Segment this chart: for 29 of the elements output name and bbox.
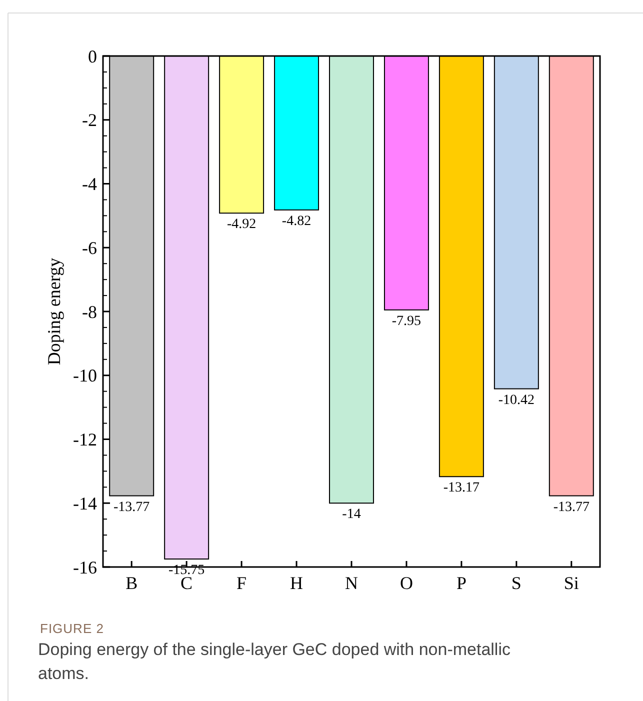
- data-label: -4.82: [282, 214, 312, 229]
- y-tick-label: -6: [82, 238, 97, 258]
- y-tick-label: -10: [73, 366, 97, 386]
- data-label: -13.77: [553, 500, 590, 515]
- y-tick-label: -8: [82, 302, 97, 322]
- x-tick-label: N: [345, 573, 358, 593]
- y-tick-label: -16: [73, 557, 97, 578]
- x-tick-label: Si: [564, 573, 579, 593]
- x-tick-label: B: [126, 573, 138, 593]
- y-tick-label: -12: [73, 430, 97, 450]
- x-tick-label: H: [290, 573, 304, 593]
- x-tick-label: S: [511, 573, 522, 593]
- x-tick-label: O: [400, 573, 413, 593]
- x-tick-label: F: [236, 573, 247, 593]
- y-tick-label: -14: [73, 493, 97, 514]
- text: Doping energy of the single-layer GeC doped with non-metallic atoms.: [38, 639, 512, 685]
- y-tick-label: -4: [82, 174, 97, 194]
- caption: FIGURE 2: [40, 621, 104, 636]
- data-label: -10.42: [498, 392, 535, 408]
- y-axis-title: Doping energy: [44, 258, 64, 366]
- y-tick-label: 0: [88, 46, 97, 66]
- x-tick-label: C: [180, 573, 193, 593]
- data-label: -13.77: [114, 500, 150, 515]
- data-label: -4.92: [226, 217, 256, 232]
- data-label: -14: [342, 507, 361, 522]
- x-tick-label: P: [456, 573, 466, 593]
- y-tick-label: -2: [82, 110, 97, 130]
- data-label: -13.17: [443, 480, 480, 496]
- data-label: -7.95: [392, 314, 422, 329]
